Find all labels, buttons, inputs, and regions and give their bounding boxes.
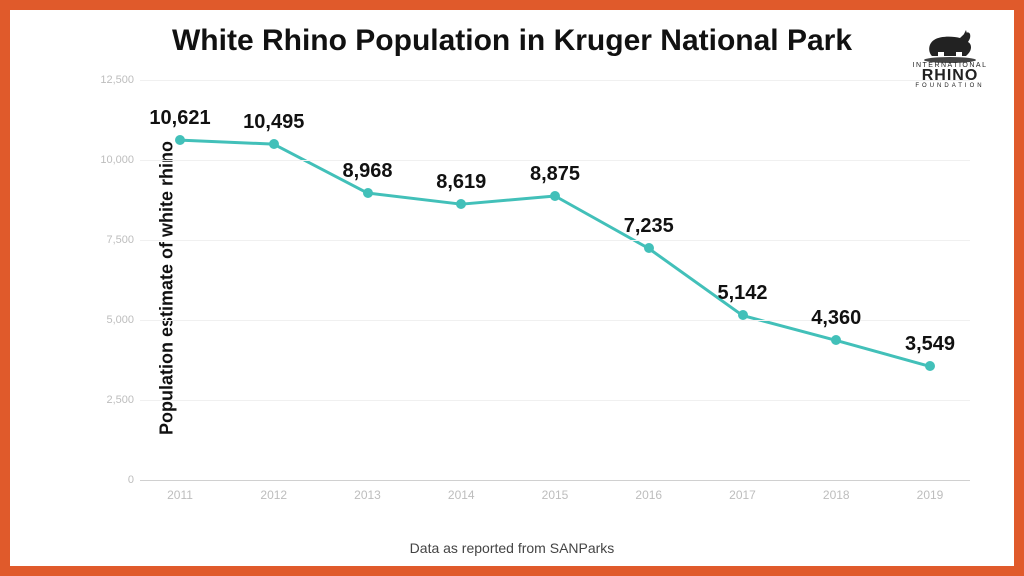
data-point [175,135,185,145]
data-point [363,188,373,198]
grid-line [140,480,970,481]
y-tick-label: 5,000 [106,314,134,326]
grid-line [140,400,970,401]
x-tick-label: 2011 [167,488,193,502]
data-point [738,310,748,320]
data-label: 8,619 [436,171,486,194]
data-point [550,191,560,201]
y-tick-label: 10,000 [100,154,134,166]
y-tick-label: 12,500 [100,74,134,86]
data-label: 5,142 [717,282,767,305]
data-label: 4,360 [811,307,861,330]
data-label: 10,495 [243,111,304,134]
data-label: 10,621 [149,107,210,130]
chart-title: White Rhino Population in Kruger Nationa… [10,24,1014,58]
x-tick-label: 2013 [354,488,381,502]
data-label: 8,968 [342,160,392,183]
x-tick-label: 2012 [260,488,287,502]
data-label: 7,235 [624,215,674,238]
plot-area: 02,5005,0007,50010,00012,50010,621201110… [140,80,970,480]
x-tick-label: 2017 [729,488,756,502]
x-tick-label: 2015 [542,488,569,502]
frame: White Rhino Population in Kruger Nationa… [0,0,1024,576]
data-point [269,139,279,149]
grid-line [140,160,970,161]
grid-line [140,80,970,81]
rhino-icon [922,28,978,64]
data-point [925,361,935,371]
line-path [140,80,970,480]
data-label: 8,875 [530,163,580,186]
x-tick-label: 2019 [917,488,944,502]
y-tick-label: 7,500 [106,234,134,246]
grid-line [140,240,970,241]
x-tick-label: 2018 [823,488,850,502]
chart-caption: Data as reported from SANParks [10,540,1014,556]
x-tick-label: 2014 [448,488,475,502]
chart-card: White Rhino Population in Kruger Nationa… [10,10,1014,566]
y-tick-label: 2,500 [106,394,134,406]
chart-area: 0 2,500 5,000 7,500 10,000 12,500 10,621 2011 10… [90,70,990,510]
y-tick-label: 0 [128,474,134,486]
data-point [831,335,841,345]
data-point [644,243,654,253]
data-point [456,199,466,209]
data-label: 3,549 [905,333,955,356]
x-tick-label: 2016 [635,488,662,502]
